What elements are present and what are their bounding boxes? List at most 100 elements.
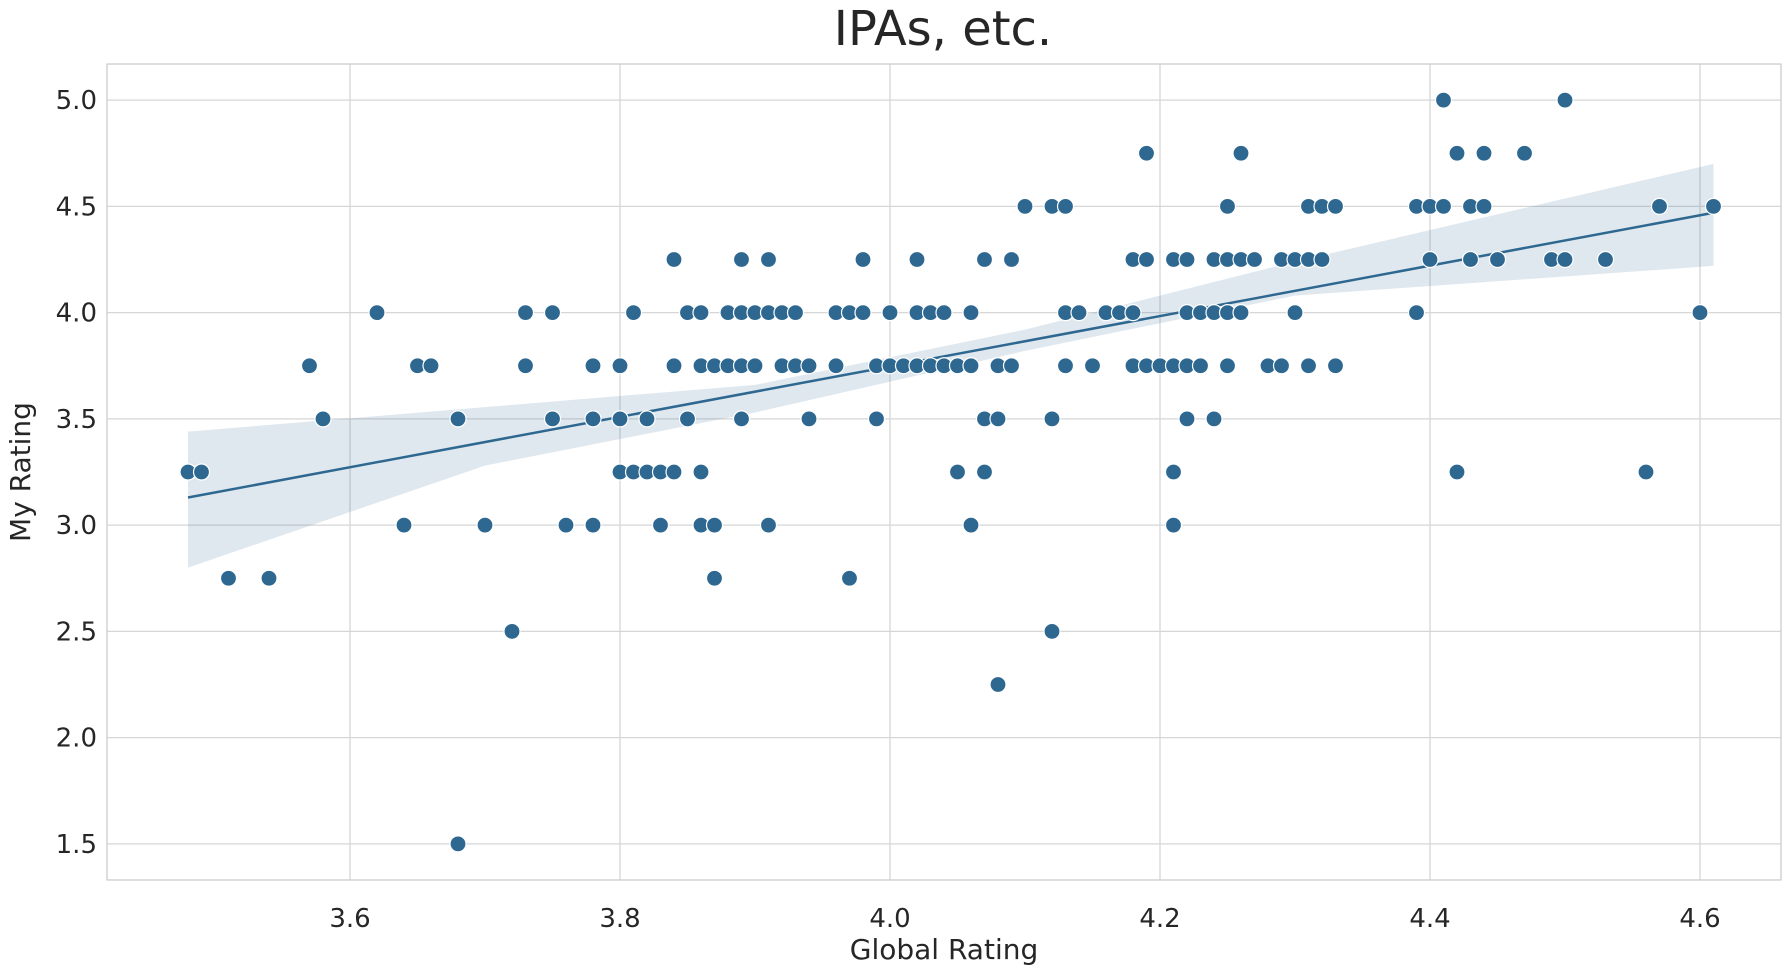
data-point xyxy=(504,623,520,639)
data-point xyxy=(1328,358,1344,374)
data-point xyxy=(450,836,466,852)
data-point xyxy=(1004,252,1020,268)
data-point xyxy=(1314,252,1330,268)
data-point xyxy=(1166,464,1182,480)
data-point xyxy=(761,252,777,268)
data-point xyxy=(707,570,723,586)
data-point xyxy=(302,358,318,374)
y-tick-label: 2.5 xyxy=(56,617,97,647)
x-tick-label: 4.2 xyxy=(1139,904,1180,934)
x-tick-label: 3.8 xyxy=(599,904,640,934)
y-tick-label: 2.0 xyxy=(56,724,97,754)
data-point xyxy=(653,517,669,533)
x-tick-label: 4.0 xyxy=(869,904,910,934)
y-tick-label: 3.5 xyxy=(56,405,97,435)
data-point xyxy=(1557,92,1573,108)
data-point xyxy=(1058,358,1074,374)
data-point xyxy=(1652,198,1668,214)
data-point xyxy=(1044,623,1060,639)
data-point xyxy=(1706,198,1722,214)
data-point xyxy=(936,305,952,321)
data-point xyxy=(734,252,750,268)
data-point xyxy=(734,411,750,427)
chart-title: IPAs, etc. xyxy=(834,1,1052,57)
x-tick-label: 4.6 xyxy=(1679,904,1720,934)
data-point xyxy=(1233,305,1249,321)
data-point xyxy=(801,411,817,427)
data-point xyxy=(423,358,439,374)
data-point xyxy=(1193,358,1209,374)
data-point xyxy=(1463,252,1479,268)
data-point xyxy=(261,570,277,586)
data-point xyxy=(450,411,466,427)
data-point xyxy=(1085,358,1101,374)
data-point xyxy=(1422,252,1438,268)
data-point xyxy=(707,517,723,533)
y-tick-label: 4.5 xyxy=(56,192,97,222)
data-point xyxy=(950,464,966,480)
data-point xyxy=(1179,252,1195,268)
data-point xyxy=(612,358,628,374)
data-point xyxy=(1436,198,1452,214)
y-axis-label: My Rating xyxy=(4,402,37,542)
data-point xyxy=(369,305,385,321)
data-point xyxy=(855,305,871,321)
data-point xyxy=(855,252,871,268)
data-point xyxy=(1449,145,1465,161)
data-point xyxy=(585,517,601,533)
data-point xyxy=(963,517,979,533)
data-point xyxy=(963,305,979,321)
data-point xyxy=(1206,411,1222,427)
data-point xyxy=(693,464,709,480)
regression-line xyxy=(188,213,1714,498)
data-point xyxy=(1490,252,1506,268)
data-point xyxy=(788,305,804,321)
data-point xyxy=(1287,305,1303,321)
data-point xyxy=(1233,145,1249,161)
data-point xyxy=(1328,198,1344,214)
data-point xyxy=(1071,305,1087,321)
data-point xyxy=(1139,252,1155,268)
data-point xyxy=(1274,358,1290,374)
data-point xyxy=(666,358,682,374)
data-point xyxy=(1247,252,1263,268)
data-point xyxy=(315,411,331,427)
data-point xyxy=(1557,252,1573,268)
data-point xyxy=(1220,358,1236,374)
data-point xyxy=(1125,305,1141,321)
y-tick-label: 4.0 xyxy=(56,299,97,329)
data-point xyxy=(693,305,709,321)
data-point xyxy=(747,358,763,374)
data-point xyxy=(1058,198,1074,214)
data-point xyxy=(221,570,237,586)
data-point xyxy=(1638,464,1654,480)
data-point xyxy=(842,570,858,586)
data-point xyxy=(1598,252,1614,268)
data-point xyxy=(1476,145,1492,161)
y-tick-label: 3.0 xyxy=(56,511,97,541)
data-point xyxy=(194,464,210,480)
data-point xyxy=(1017,198,1033,214)
data-point xyxy=(977,464,993,480)
data-point xyxy=(1004,358,1020,374)
data-point xyxy=(666,252,682,268)
data-point xyxy=(558,517,574,533)
data-point xyxy=(477,517,493,533)
data-point xyxy=(545,411,561,427)
data-point xyxy=(666,464,682,480)
data-point xyxy=(585,358,601,374)
data-point xyxy=(1409,305,1425,321)
x-tick-label: 3.6 xyxy=(329,904,370,934)
data-point xyxy=(585,411,601,427)
data-point xyxy=(869,411,885,427)
data-point xyxy=(612,411,628,427)
data-point xyxy=(909,252,925,268)
data-point xyxy=(1301,358,1317,374)
data-point xyxy=(828,358,844,374)
data-point xyxy=(761,517,777,533)
data-point xyxy=(639,411,655,427)
data-point xyxy=(1436,92,1452,108)
data-point xyxy=(680,411,696,427)
data-point xyxy=(545,305,561,321)
data-point xyxy=(396,517,412,533)
